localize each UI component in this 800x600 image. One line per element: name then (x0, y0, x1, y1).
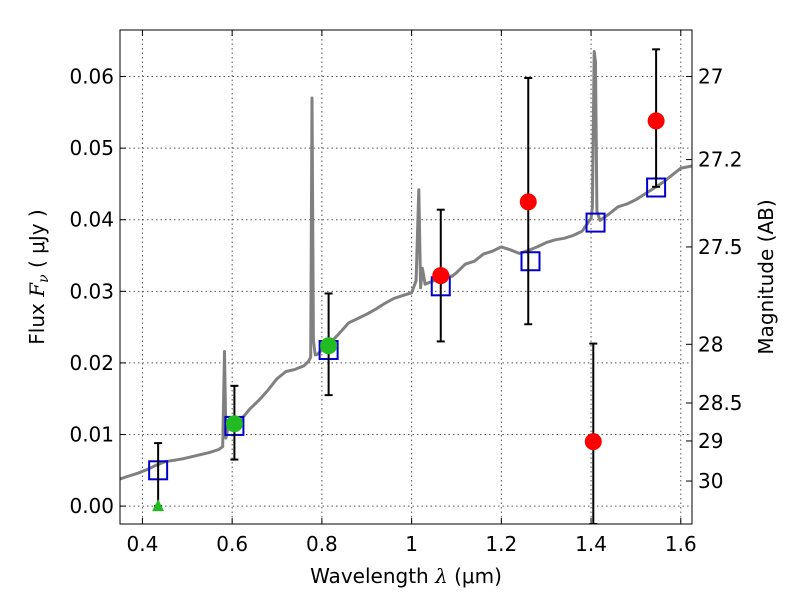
x-tick-label: 1.6 (665, 532, 697, 556)
red-flux-point (647, 112, 665, 130)
x-tick-label: 1.2 (485, 532, 517, 556)
y-tick-label: 0.06 (69, 65, 114, 89)
y-tick-label: 0.04 (69, 208, 114, 232)
x-axis-title: Wavelength λ (μm) (310, 564, 502, 588)
y-axis-title: Flux Fν ( μJy ) (25, 209, 52, 344)
right-tick-label: 29 (698, 429, 723, 453)
x-tick-label: 0.8 (306, 532, 338, 556)
right-tick-label: 30 (698, 469, 723, 493)
right-axis-title: Magnitude (AB) (754, 199, 778, 354)
green-triangle-point (152, 499, 165, 512)
right-tick-label: 27 (698, 65, 723, 89)
model-square-point (520, 251, 541, 272)
x-tick-label: 1 (405, 532, 418, 556)
x-tick-label: 1.4 (575, 532, 607, 556)
red-flux-point (432, 267, 450, 285)
y-tick-label: 0.00 (69, 494, 114, 518)
green-flux-point (320, 337, 338, 355)
y-tick-label: 0.03 (69, 279, 114, 303)
grid-lines (120, 30, 692, 524)
y-tick-label: 0.01 (69, 423, 114, 447)
right-tick-label: 27.2 (698, 148, 743, 172)
spectrum-line (120, 50, 692, 481)
right-tick-label: 27.5 (698, 235, 743, 259)
red-flux-point (519, 193, 537, 211)
plot-area (120, 48, 692, 524)
axis-ticks: 0.4 0.6 0.8 1 1.2 1.4 1.6 0.00 0.01 0.02 0.03 0.04 0… (69, 30, 743, 556)
right-tick-label: 28 (698, 332, 723, 356)
y-tick-label: 0.02 (69, 351, 114, 375)
green-flux-point (225, 415, 243, 433)
axes-frame (119, 29, 693, 525)
model-square-point (585, 212, 606, 233)
y-tick-label: 0.05 (69, 136, 114, 160)
red-flux-point (584, 433, 602, 451)
x-tick-label: 0.4 (127, 532, 159, 556)
right-tick-label: 28.5 (698, 391, 743, 415)
x-tick-label: 0.6 (216, 532, 248, 556)
plot-series (120, 48, 692, 524)
